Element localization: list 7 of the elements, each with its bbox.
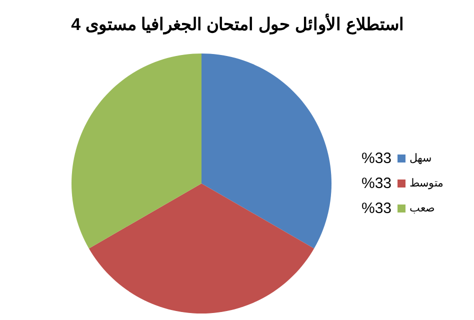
legend-label: متوسط	[410, 178, 444, 190]
legend-label: صعب	[410, 202, 434, 214]
chart-title: استطلاع الأوائل حول امتحان الجغرافيا مستوى 4	[71, 13, 404, 35]
legend-label: سهل	[410, 152, 432, 164]
data-label: %33	[361, 150, 392, 167]
data-label: %33	[361, 175, 392, 192]
data-label: %33	[361, 200, 392, 217]
